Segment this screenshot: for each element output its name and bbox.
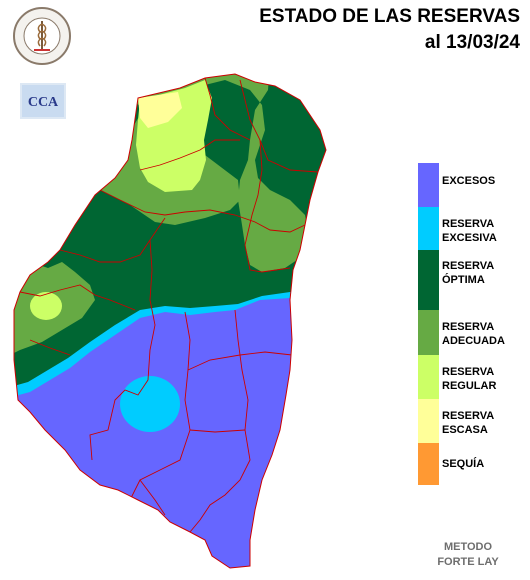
legend-item-reserva-adecuada: RESERVA ADECUADA xyxy=(418,310,518,356)
legend-label: RESERVA ADECUADA xyxy=(442,321,505,347)
legend-item-reserva-regular: RESERVA REGULAR xyxy=(418,355,518,399)
legend-swatch xyxy=(418,250,439,311)
bolsa-cereales-seal-logo xyxy=(13,7,71,65)
cca-logo: CCA xyxy=(20,83,66,119)
legend-swatch xyxy=(418,310,439,356)
legend-item-sequia: SEQUÍA xyxy=(418,443,518,485)
legend-swatch xyxy=(418,443,439,485)
legend-swatch xyxy=(418,399,439,443)
legend-label: RESERVA ESCASA xyxy=(442,410,495,436)
legend-label: RESERVA REGULAR xyxy=(442,366,497,392)
province-outline xyxy=(13,73,327,569)
zone-reserva-escasa xyxy=(138,92,182,128)
legend-item-reserva-escasa: RESERVA ESCASA xyxy=(418,399,518,443)
legend-swatch xyxy=(418,163,439,209)
legend-item-excesos: EXCESOS xyxy=(418,163,518,209)
legend-item-reserva-excesiva: RESERVA EXCESIVA xyxy=(418,207,518,251)
report-title-line-1: ESTADO DE LAS RESERVAS xyxy=(259,6,520,27)
legend-swatch xyxy=(418,355,439,399)
legend-item-reserva-optima: RESERVA ÓPTIMA xyxy=(418,250,518,311)
method-label: METODO FORTE LAY xyxy=(437,541,499,568)
legend-label: SEQUÍA xyxy=(442,458,485,470)
zone-reserva-regular-west xyxy=(30,292,62,320)
legend-label: RESERVA EXCESIVA xyxy=(442,218,497,244)
report-date: al 13/03/24 xyxy=(424,32,520,53)
legend-label: RESERVA ÓPTIMA xyxy=(442,260,495,286)
cca-logo-text: CCA xyxy=(28,95,59,110)
legend-label: EXCESOS xyxy=(442,175,496,187)
zone-reserva-excesiva-spot xyxy=(120,376,180,432)
legend-swatch xyxy=(418,207,439,251)
department-borders xyxy=(19,77,319,533)
